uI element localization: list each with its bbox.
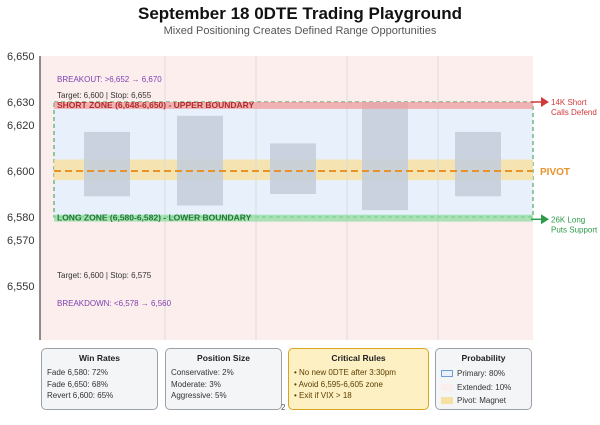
range-bar <box>270 143 316 194</box>
win-rates-title: Win Rates <box>78 353 120 363</box>
probability-legend-item: Extended: 10% <box>441 381 526 395</box>
position-size-line: Aggressive: 5% <box>171 391 227 400</box>
range-bar <box>177 115 223 206</box>
chart-title: September 18 0DTE Trading Playground <box>137 4 463 23</box>
position-size-line: Conservative: 2% <box>171 368 234 377</box>
y-tick-label: 6,650 <box>7 51 35 63</box>
breakout-label: BREAKOUT: >6,652 → 6,670 <box>57 75 162 84</box>
long-arrow-label: 26K Long <box>551 215 585 224</box>
y-tick-label: 6,630 <box>7 97 35 109</box>
page-number: 2 <box>281 403 286 412</box>
probability-legend-item: Pivot: Magnet <box>441 394 526 408</box>
pivot-label: PIVOT <box>540 167 570 178</box>
critical-rule-line: • No new 0DTE after 3:30pm <box>294 368 396 377</box>
probability-label: Primary: 80% <box>457 369 506 378</box>
win-rate-line: Fade 6,650: 68% <box>47 379 108 389</box>
long-zone-band <box>54 214 533 222</box>
probability-label: Extended: 10% <box>457 382 512 392</box>
win-rate-line: Fade 6,580: 72% <box>47 368 108 377</box>
y-tick-label: 6,620 <box>7 120 35 132</box>
position-size-panel: Position Size Conservative: 2% Moderate:… <box>165 348 282 410</box>
y-tick-label: 6,600 <box>7 166 35 178</box>
position-size-title: Position Size <box>197 353 250 363</box>
y-tick-label: 6,550 <box>7 281 35 293</box>
breakdown-label: BREAKDOWN: <6,578 → 6,560 <box>57 299 172 308</box>
short-target-label: Target: 6,600 | Stop: 6,655 <box>57 91 152 100</box>
range-bar <box>84 131 130 197</box>
critical-rules-panel: Critical Rules • No new 0DTE after 3:30p… <box>288 348 429 410</box>
primary-swatch <box>441 370 453 378</box>
long-zone-label: LONG ZONE (6,580-6,582) - LOWER BOUNDARY <box>57 213 252 223</box>
short-arrow-label: Calls Defend <box>551 108 597 117</box>
position-size-line: Moderate: 3% <box>171 379 221 389</box>
long-target-label: Target: 6,600 | Stop: 6,575 <box>57 271 152 280</box>
short-arrow-head <box>541 97 549 107</box>
win-rate-line: Revert 6,600: 65% <box>47 391 114 400</box>
critical-rule-line: • Avoid 6,595-6,605 zone <box>294 379 383 389</box>
y-tick-label: 6,570 <box>7 235 35 247</box>
short-arrow-label: 14K Short <box>551 98 587 107</box>
range-bar <box>455 131 501 197</box>
pivot-swatch <box>441 397 453 405</box>
extended-swatch <box>441 383 453 391</box>
critical-rule-line: • Exit if VIX > 18 <box>294 391 352 400</box>
critical-rules-title: Critical Rules <box>331 353 386 363</box>
probability-label: Pivot: Magnet <box>457 396 506 405</box>
probability-legend-item: Primary: 80% <box>441 367 526 381</box>
range-bar <box>362 102 408 211</box>
win-rates-panel: Win Rates Fade 6,580: 72% Fade 6,650: 68… <box>41 348 158 410</box>
long-arrow-head <box>541 214 549 225</box>
chart-subtitle: Mixed Positioning Creates Defined Range … <box>163 25 437 37</box>
long-arrow-label: Puts Support <box>551 225 598 234</box>
probability-panel: Probability Primary: 80% Extended: 10% P… <box>435 348 532 410</box>
y-tick-label: 6,580 <box>7 212 35 224</box>
probability-title: Probability <box>461 353 506 363</box>
short-zone-label: SHORT ZONE (6,648-6,650) - UPPER BOUNDAR… <box>57 100 254 110</box>
short-zone-band <box>54 102 533 109</box>
